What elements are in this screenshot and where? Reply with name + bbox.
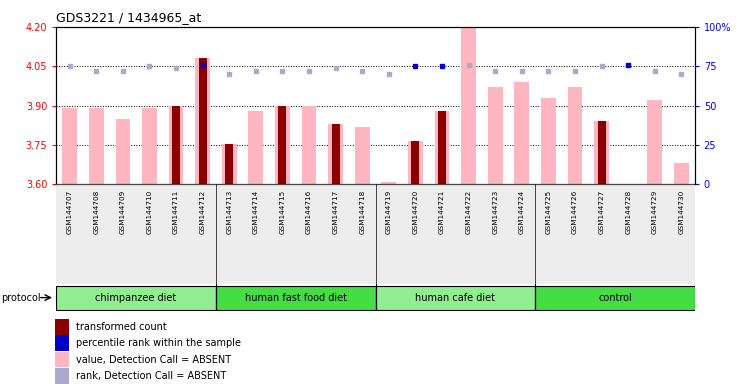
Bar bbox=[225, 144, 234, 184]
Bar bbox=[408, 141, 423, 184]
Bar bbox=[142, 108, 157, 184]
Bar bbox=[429, 184, 455, 284]
Bar bbox=[382, 182, 396, 184]
Bar bbox=[189, 184, 216, 284]
Text: GSM144716: GSM144716 bbox=[306, 189, 312, 233]
Bar bbox=[56, 319, 70, 335]
Text: GSM144720: GSM144720 bbox=[412, 189, 418, 233]
Text: rank, Detection Call = ABSENT: rank, Detection Call = ABSENT bbox=[76, 371, 226, 381]
Bar bbox=[332, 124, 339, 184]
Bar bbox=[488, 87, 502, 184]
Text: GSM144712: GSM144712 bbox=[200, 189, 206, 233]
Bar bbox=[328, 124, 343, 184]
Bar bbox=[674, 163, 689, 184]
Text: GSM144710: GSM144710 bbox=[146, 189, 152, 233]
Bar bbox=[279, 106, 286, 184]
Bar bbox=[615, 184, 641, 284]
Bar bbox=[482, 184, 508, 284]
Bar bbox=[508, 184, 535, 284]
Text: GSM144730: GSM144730 bbox=[678, 189, 684, 233]
Bar bbox=[198, 58, 207, 184]
Bar bbox=[647, 100, 662, 184]
Text: GSM144708: GSM144708 bbox=[93, 189, 99, 233]
Bar bbox=[62, 108, 77, 184]
Bar bbox=[355, 127, 369, 184]
Bar bbox=[56, 184, 83, 284]
Text: GSM144725: GSM144725 bbox=[545, 189, 551, 233]
Bar bbox=[56, 368, 70, 384]
Text: control: control bbox=[598, 293, 632, 303]
Bar bbox=[243, 184, 269, 284]
Bar bbox=[163, 184, 189, 284]
Bar bbox=[514, 82, 529, 184]
Bar bbox=[668, 184, 695, 284]
Bar bbox=[376, 184, 402, 284]
Bar bbox=[296, 184, 322, 284]
Text: GSM144726: GSM144726 bbox=[572, 189, 578, 233]
Bar bbox=[249, 111, 263, 184]
Bar bbox=[56, 352, 70, 367]
Bar bbox=[136, 184, 163, 284]
Bar bbox=[89, 108, 104, 184]
Text: GSM144718: GSM144718 bbox=[359, 189, 365, 233]
Text: GSM144713: GSM144713 bbox=[226, 189, 232, 233]
Text: GSM144715: GSM144715 bbox=[279, 189, 285, 233]
Bar bbox=[269, 184, 296, 284]
Bar bbox=[110, 184, 136, 284]
Bar bbox=[275, 106, 290, 184]
Bar bbox=[641, 184, 668, 284]
Bar bbox=[621, 184, 635, 205]
FancyBboxPatch shape bbox=[376, 286, 535, 310]
FancyBboxPatch shape bbox=[535, 286, 695, 310]
FancyBboxPatch shape bbox=[216, 286, 376, 310]
Text: GSM144723: GSM144723 bbox=[492, 189, 498, 233]
Bar bbox=[588, 184, 615, 284]
Text: GSM144728: GSM144728 bbox=[625, 189, 631, 233]
Bar bbox=[435, 111, 449, 184]
Text: GSM144709: GSM144709 bbox=[120, 189, 126, 233]
Text: GSM144729: GSM144729 bbox=[652, 189, 658, 233]
Text: GSM144724: GSM144724 bbox=[519, 189, 525, 233]
Bar bbox=[402, 184, 429, 284]
Bar bbox=[594, 121, 609, 184]
Text: human cafe diet: human cafe diet bbox=[415, 293, 496, 303]
Text: GSM144714: GSM144714 bbox=[253, 189, 259, 233]
FancyBboxPatch shape bbox=[56, 286, 216, 310]
Text: GSM144707: GSM144707 bbox=[67, 189, 73, 233]
Bar bbox=[195, 58, 210, 184]
Bar bbox=[172, 106, 180, 184]
Bar bbox=[535, 184, 562, 284]
Text: GSM144717: GSM144717 bbox=[333, 189, 339, 233]
Bar bbox=[568, 87, 582, 184]
Bar bbox=[438, 111, 446, 184]
Text: GSM144722: GSM144722 bbox=[466, 189, 472, 233]
Bar bbox=[598, 121, 605, 184]
Text: chimpanzee diet: chimpanzee diet bbox=[95, 293, 176, 303]
Bar bbox=[116, 119, 130, 184]
Text: percentile rank within the sample: percentile rank within the sample bbox=[76, 338, 241, 348]
Text: GSM144721: GSM144721 bbox=[439, 189, 445, 233]
Text: GSM144711: GSM144711 bbox=[173, 189, 179, 233]
Bar bbox=[412, 141, 419, 184]
Bar bbox=[169, 106, 183, 184]
Text: value, Detection Call = ABSENT: value, Detection Call = ABSENT bbox=[76, 354, 231, 364]
Bar bbox=[541, 98, 556, 184]
Text: human fast food diet: human fast food diet bbox=[245, 293, 347, 303]
Text: GSM144727: GSM144727 bbox=[599, 189, 605, 233]
Text: transformed count: transformed count bbox=[76, 322, 167, 332]
Bar bbox=[624, 184, 632, 205]
Text: GSM144719: GSM144719 bbox=[386, 189, 392, 233]
Bar bbox=[216, 184, 243, 284]
Bar bbox=[56, 335, 70, 351]
Bar bbox=[461, 27, 476, 184]
Bar bbox=[83, 184, 110, 284]
Text: protocol: protocol bbox=[2, 293, 41, 303]
Bar bbox=[222, 144, 237, 184]
Bar bbox=[562, 184, 588, 284]
Bar bbox=[349, 184, 376, 284]
Bar bbox=[302, 106, 316, 184]
Bar bbox=[455, 184, 482, 284]
Text: GDS3221 / 1434965_at: GDS3221 / 1434965_at bbox=[56, 12, 201, 25]
Bar bbox=[322, 184, 349, 284]
